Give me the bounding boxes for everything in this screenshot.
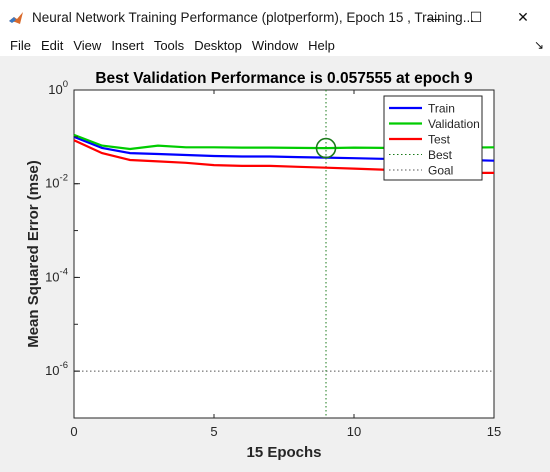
legend-label-test: Test: [428, 133, 451, 147]
x-tick-label: 15: [487, 424, 501, 439]
performance-chart: Best Validation Performance is 0.057555 …: [25, 70, 501, 461]
best-marker: [315, 137, 337, 159]
legend-label-validation: Validation: [428, 117, 480, 131]
y-tick-label: 10-2: [45, 173, 68, 191]
maximize-button[interactable]: ☐: [453, 0, 499, 35]
close-button[interactable]: ✕: [500, 0, 546, 35]
y-tick-label: 100: [48, 79, 68, 97]
x-tick-label: 5: [210, 424, 217, 439]
menu-insert[interactable]: Insert: [111, 38, 144, 53]
y-tick-label: 10-4: [45, 266, 68, 284]
chart-title: Best Validation Performance is 0.057555 …: [95, 70, 473, 87]
x-tick-label: 10: [347, 424, 361, 439]
legend-label-goal: Goal: [428, 164, 453, 178]
legend-label-best: Best: [428, 148, 453, 162]
figure-area: Best Validation Performance is 0.057555 …: [0, 56, 550, 467]
menu-tools[interactable]: Tools: [153, 38, 185, 53]
minimize-icon: —: [427, 9, 441, 26]
dock-arrow-icon[interactable]: ↘: [533, 38, 544, 52]
minimize-button[interactable]: —: [411, 0, 457, 35]
menu-bar: File Edit View Insert Tools Desktop Wind…: [0, 35, 550, 56]
menu-view[interactable]: View: [73, 38, 102, 53]
legend-label-train: Train: [428, 102, 455, 116]
close-icon: ✕: [517, 9, 529, 25]
x-axis-label: 15 Epochs: [246, 444, 321, 461]
y-axis-label: Mean Squared Error (mse): [25, 160, 42, 348]
window-titlebar: Neural Network Training Performance (plo…: [0, 0, 550, 35]
menu-help[interactable]: Help: [308, 38, 335, 53]
menu-desktop[interactable]: Desktop: [194, 38, 242, 53]
window-title: Neural Network Training Performance (plo…: [32, 10, 474, 25]
menu-window[interactable]: Window: [251, 38, 299, 53]
y-tick-label: 10-6: [45, 360, 68, 378]
menu-edit[interactable]: Edit: [40, 38, 64, 53]
menu-file[interactable]: File: [10, 38, 31, 53]
x-tick-label: 0: [70, 424, 77, 439]
matlab-icon: [9, 11, 23, 24]
maximize-icon: ☐: [469, 9, 483, 25]
